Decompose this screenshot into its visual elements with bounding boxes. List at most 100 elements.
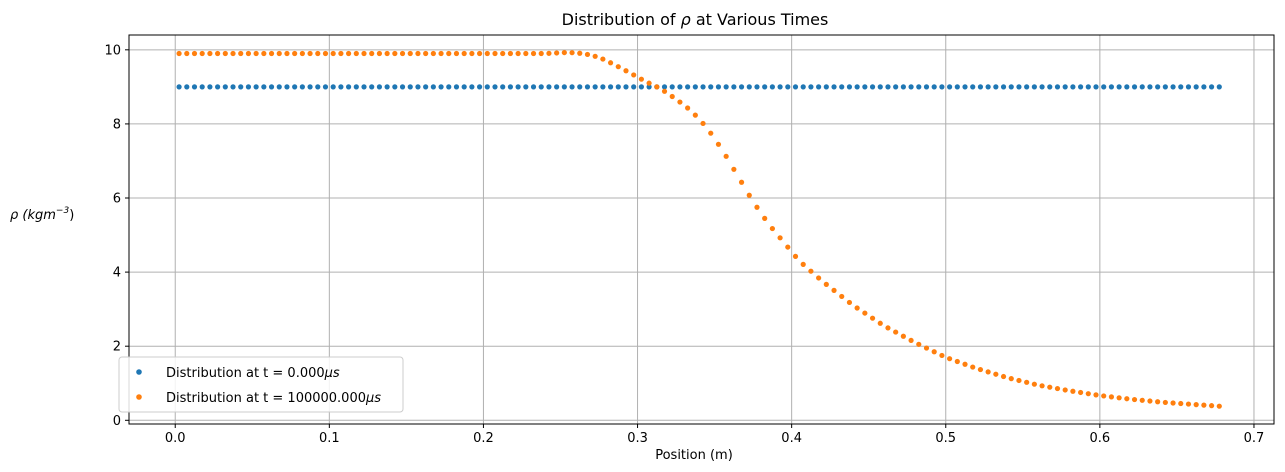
- data-point: [315, 50, 321, 57]
- data-point: [322, 84, 329, 90]
- data-point: [1116, 84, 1122, 90]
- data-point: [430, 84, 436, 90]
- x-axis-label: Position (m): [655, 448, 733, 463]
- data-point: [1193, 402, 1199, 408]
- data-point: [523, 84, 529, 90]
- data-point: [723, 84, 729, 90]
- y-tick-label: 8: [113, 117, 121, 132]
- data-point: [738, 84, 745, 90]
- data-point: [569, 50, 575, 56]
- data-point: [1039, 383, 1045, 389]
- x-tick-label: 0.1: [319, 431, 340, 446]
- data-point: [800, 84, 806, 90]
- data-point: [1070, 388, 1076, 394]
- data-point: [453, 84, 460, 90]
- data-point: [885, 325, 891, 331]
- data-point: [823, 281, 829, 287]
- data-point: [1093, 84, 1099, 90]
- legend-marker-series-1: [136, 369, 142, 375]
- data-point: [307, 50, 313, 57]
- data-point: [222, 84, 228, 90]
- data-point: [1024, 379, 1030, 385]
- data-point: [1216, 403, 1222, 409]
- data-point: [1000, 373, 1007, 380]
- data-point: [708, 130, 714, 136]
- data-point: [808, 268, 814, 274]
- data-point: [1062, 387, 1068, 393]
- data-point: [184, 84, 190, 90]
- data-point: [345, 84, 352, 90]
- data-point: [191, 50, 198, 57]
- data-point: [1185, 84, 1192, 90]
- data-point: [808, 84, 814, 90]
- data-point: [1185, 401, 1192, 407]
- data-point: [769, 225, 775, 232]
- y-tick-label: 10: [104, 43, 121, 58]
- y-tick-label: 2: [113, 340, 121, 355]
- data-point: [376, 84, 383, 90]
- data-point: [846, 84, 853, 90]
- data-point: [762, 215, 768, 221]
- data-point: [1077, 389, 1084, 396]
- data-point: [577, 50, 583, 56]
- data-point: [839, 293, 845, 300]
- data-point: [276, 84, 282, 90]
- data-point: [392, 50, 398, 57]
- data-point: [476, 84, 483, 90]
- data-point: [1124, 396, 1130, 402]
- data-point: [199, 50, 205, 57]
- data-point: [369, 50, 375, 57]
- data-point: [731, 166, 737, 172]
- data-point: [831, 287, 837, 293]
- data-point: [954, 358, 960, 365]
- x-tick-label: 0.4: [781, 431, 802, 446]
- data-point: [415, 50, 421, 57]
- data-point: [823, 84, 829, 90]
- data-point: [731, 84, 737, 90]
- data-point: [261, 50, 267, 57]
- data-point: [261, 84, 267, 90]
- data-point: [1031, 381, 1037, 387]
- data-point: [900, 84, 906, 90]
- data-point: [245, 84, 252, 90]
- legend: Distribution at t = 0.000μs Distribution…: [118, 356, 404, 413]
- data-point: [962, 84, 968, 90]
- data-point: [869, 84, 876, 90]
- series-1: [176, 84, 1222, 90]
- data-point: [638, 84, 644, 90]
- y-tick-label: 6: [113, 192, 121, 207]
- data-point: [661, 88, 668, 94]
- data-points: [176, 49, 1222, 409]
- data-point: [268, 50, 275, 57]
- data-point: [1000, 84, 1007, 90]
- data-point: [785, 84, 791, 90]
- data-point: [338, 84, 344, 90]
- data-point: [962, 361, 968, 367]
- data-point: [1008, 84, 1014, 90]
- data-point: [492, 50, 498, 57]
- data-point: [430, 50, 436, 57]
- data-point: [607, 60, 614, 66]
- data-point: [816, 84, 822, 90]
- data-point: [646, 84, 652, 90]
- data-point: [1031, 84, 1037, 90]
- data-point: [507, 50, 514, 57]
- data-point: [692, 84, 698, 90]
- data-point: [1147, 84, 1153, 90]
- data-point: [415, 84, 421, 90]
- data-point: [1170, 84, 1176, 90]
- data-point: [268, 84, 275, 90]
- data-point: [569, 84, 575, 90]
- data-point: [792, 84, 799, 90]
- data-point: [407, 50, 413, 57]
- data-point: [1016, 84, 1022, 90]
- data-point: [577, 84, 583, 90]
- data-point: [592, 53, 598, 59]
- data-point: [1039, 84, 1045, 90]
- data-point: [592, 84, 598, 90]
- data-point: [584, 84, 591, 90]
- data-point: [538, 84, 544, 90]
- data-point: [1193, 84, 1199, 90]
- data-point: [1093, 392, 1099, 398]
- data-point: [1024, 84, 1030, 90]
